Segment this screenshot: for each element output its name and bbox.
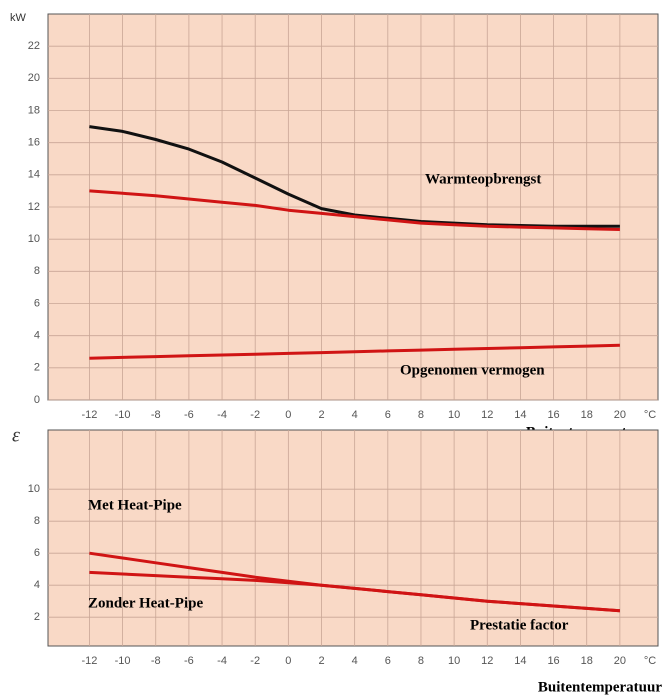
x-tick-label: 10 <box>448 655 460 667</box>
y-tick-label: 4 <box>34 579 40 591</box>
series-line <box>89 343 620 360</box>
x-tick-label: 8 <box>418 409 424 421</box>
x-tick-label: 12 <box>481 409 493 421</box>
series-line <box>89 189 620 231</box>
x-tick-label: -4 <box>217 655 227 667</box>
y-tick-label: 8 <box>34 265 40 277</box>
series-line <box>89 570 621 613</box>
x-tick-label: 14 <box>514 655 526 667</box>
series-line <box>89 125 620 228</box>
x-tick-label: -6 <box>184 655 194 667</box>
annotation: Opgenomen vermogen <box>400 362 545 378</box>
y-tick-label: 10 <box>28 233 40 245</box>
x-tick-label: -10 <box>115 409 131 421</box>
x-tick-label: -2 <box>250 655 260 667</box>
x-tick-label: 20 <box>614 409 626 421</box>
y-tick-label: 6 <box>34 547 40 559</box>
y-tick-label: 4 <box>34 330 40 342</box>
y-tick-label: 6 <box>34 297 40 309</box>
x-tick-label: 12 <box>481 655 493 667</box>
y-tick-label: 22 <box>28 40 40 52</box>
x-tick-label: 0 <box>285 409 291 421</box>
x-tick-label: -8 <box>151 409 161 421</box>
y-tick-label: 18 <box>28 104 40 116</box>
y-tick-label: 20 <box>28 72 40 84</box>
y-tick-label: 14 <box>28 169 40 181</box>
y-tick-label: 8 <box>34 515 40 527</box>
x-tick-label: 4 <box>352 655 358 667</box>
x-tick-label: -4 <box>217 409 227 421</box>
x-label: Buitentemperatuur <box>538 679 662 695</box>
annotation: Prestatie factor <box>470 617 569 633</box>
y-tick-label: 2 <box>34 611 40 623</box>
y-label: ε <box>12 425 20 447</box>
x-tick-label: 2 <box>318 409 324 421</box>
x-tick-label: 16 <box>547 409 559 421</box>
x-tick-label: 20 <box>614 655 626 667</box>
y-tick-label: 12 <box>28 201 40 213</box>
x-tick-label: 0 <box>285 655 291 667</box>
x-tick-label: 16 <box>547 655 559 667</box>
x-tick-label: -12 <box>81 409 97 421</box>
x-unit: °C <box>644 409 656 421</box>
y-tick-label: 0 <box>34 394 40 406</box>
y-tick-label: 10 <box>28 483 40 495</box>
x-tick-label: -10 <box>115 655 131 667</box>
x-tick-label: 8 <box>418 655 424 667</box>
annotation: Met Heat-Pipe <box>88 497 182 513</box>
annotation: Zonder Heat-Pipe <box>88 595 203 611</box>
x-tick-label: 10 <box>448 409 460 421</box>
x-tick-label: 4 <box>352 409 358 421</box>
x-tick-label: 6 <box>385 409 391 421</box>
x-tick-label: -12 <box>81 655 97 667</box>
x-tick-label: 18 <box>581 409 593 421</box>
annotation: Warmteopbrengst <box>425 171 541 187</box>
x-tick-label: 14 <box>514 409 526 421</box>
x-tick-label: 2 <box>318 655 324 667</box>
x-tick-label: -2 <box>250 409 260 421</box>
x-tick-label: -6 <box>184 409 194 421</box>
y-tick-label: 16 <box>28 137 40 149</box>
plot-area <box>47 429 659 647</box>
x-tick-label: -8 <box>151 655 161 667</box>
x-tick-label: 6 <box>385 655 391 667</box>
x-tick-label: 18 <box>581 655 593 667</box>
x-unit: °C <box>644 655 656 667</box>
y-label: kW <box>10 12 27 24</box>
y-tick-label: 2 <box>34 362 40 374</box>
